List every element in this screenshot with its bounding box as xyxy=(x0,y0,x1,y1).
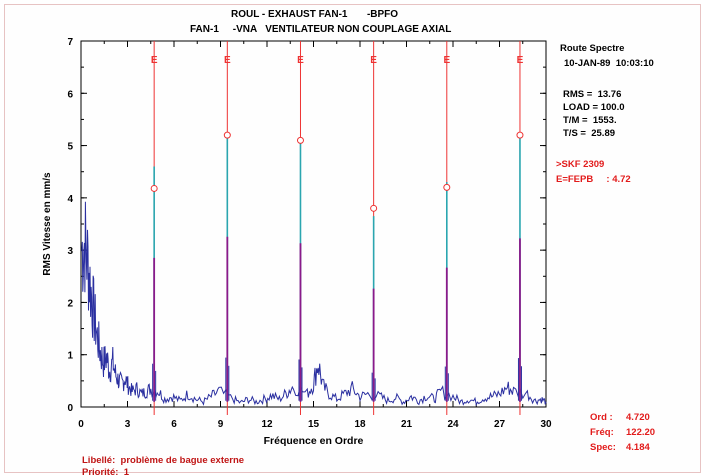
cursor-freq-value: 122.20 xyxy=(626,427,656,438)
fault-marker-label: E xyxy=(224,55,231,66)
chart-frame xyxy=(4,4,701,473)
x-tick-label: 9 xyxy=(218,419,224,430)
x-axis-label: Fréquence en Ordre xyxy=(264,435,364,447)
x-tick-label: 24 xyxy=(447,419,459,430)
fault-marker-point xyxy=(516,131,524,139)
fepb-readout: E=FEPB : 4.72 xyxy=(556,174,631,185)
tm-readout: T/M = 1553. xyxy=(563,115,617,126)
rms-readout: RMS = 13.76 xyxy=(563,89,622,100)
x-tick-label: 15 xyxy=(308,419,320,430)
cursor-ord-label: Ord : xyxy=(590,412,613,423)
fault-label: Libellé: problème de bague externe xyxy=(82,455,245,466)
cursor-spec-value: 4.184 xyxy=(626,442,650,453)
y-axis-label: RMS Vitesse en mm/s xyxy=(42,172,53,276)
y-tick-label: 0 xyxy=(67,403,73,414)
plot-area xyxy=(80,40,547,408)
chart-title-line1: ROUL - EXHAUST FAN-1 -BPFO xyxy=(231,9,399,20)
x-tick-label: 21 xyxy=(401,419,413,430)
chart-title-line2: FAN-1 -VNA VENTILATEUR NON COUPLAGE AXIA… xyxy=(190,24,452,35)
fault-marker-point xyxy=(443,183,451,191)
ts-readout: T/S = 25.89 xyxy=(563,128,616,139)
route-title: Route Spectre xyxy=(560,43,625,54)
cursor-ord-value: 4.720 xyxy=(626,412,650,423)
x-tick-label: 12 xyxy=(261,419,273,430)
x-tick-label: 0 xyxy=(78,419,84,430)
route-datetime: 10-JAN-89 10:03:10 xyxy=(564,58,654,69)
y-tick-label: 6 xyxy=(67,89,73,100)
x-tick-label: 6 xyxy=(171,419,177,430)
bearing-label: >SKF 2309 xyxy=(556,159,605,170)
y-tick-label: 4 xyxy=(67,194,73,205)
fault-marker-label: E xyxy=(443,55,450,66)
fault-marker-point xyxy=(296,136,304,144)
fault-marker-point xyxy=(223,131,231,139)
load-readout: LOAD = 100.0 xyxy=(563,102,625,113)
fault-marker-label: E xyxy=(297,55,304,66)
fault-marker-label: E xyxy=(151,55,158,66)
fault-marker-label: E xyxy=(370,55,377,66)
cursor-freq-label: Fréq: xyxy=(590,427,614,438)
x-tick-label: 18 xyxy=(354,419,366,430)
fault-marker-point xyxy=(150,184,158,192)
y-tick-label: 1 xyxy=(67,351,73,362)
priority-label: Priorité: 1 xyxy=(82,467,129,475)
x-tick-label: 27 xyxy=(494,419,506,430)
y-tick-label: 3 xyxy=(67,246,73,257)
x-tick-label: 30 xyxy=(540,419,552,430)
spectrum-line xyxy=(81,201,547,407)
cursor-spec-label: Spec: xyxy=(590,442,616,453)
fault-marker-label: E xyxy=(517,55,524,66)
fault-marker-point xyxy=(370,204,378,212)
y-tick-label: 5 xyxy=(67,142,73,153)
y-tick-label: 2 xyxy=(67,298,73,309)
x-tick-label: 3 xyxy=(125,419,131,430)
y-tick-label: 7 xyxy=(67,37,73,48)
